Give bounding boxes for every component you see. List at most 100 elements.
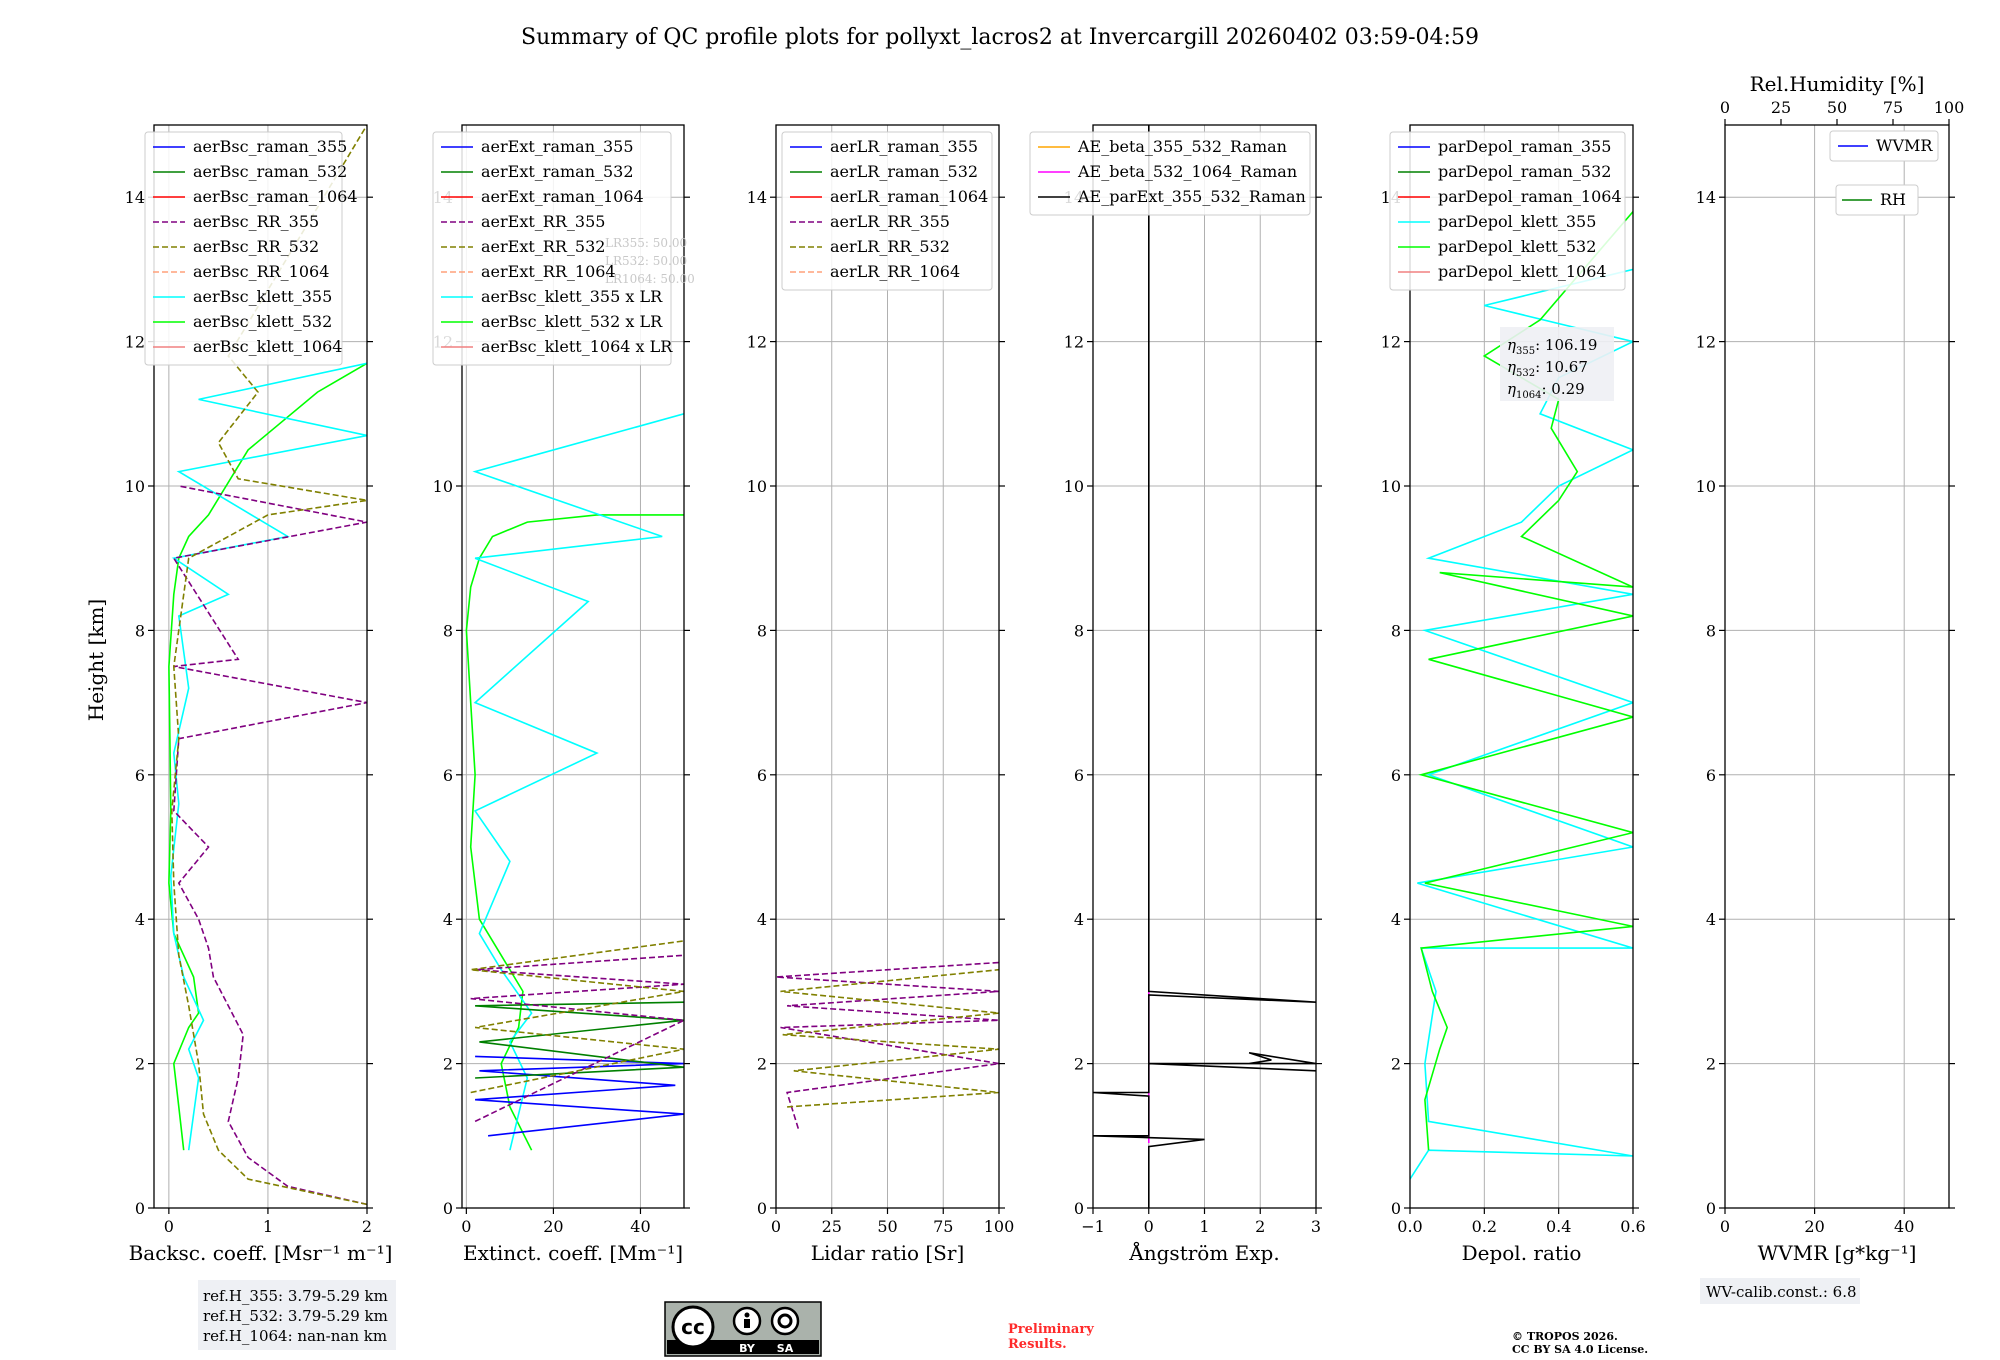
y-tick-label: 6 xyxy=(1391,766,1401,785)
top-x-tick-label: 0 xyxy=(1720,98,1730,117)
y-tick-label: 2 xyxy=(1706,1055,1716,1074)
y-tick-label: 6 xyxy=(1074,766,1084,785)
y-tick-label: 10 xyxy=(1064,477,1084,496)
legend-label: AE_beta_532_1064_Raman xyxy=(1077,162,1297,181)
series-group xyxy=(1093,125,1316,1208)
series-aerBsc_klett_532 x LR xyxy=(465,514,684,1151)
sa-arrow xyxy=(777,1313,793,1329)
series-aerLR_RR_355 xyxy=(776,961,999,1129)
legend-label: aerExt_raman_1064 xyxy=(481,187,644,206)
x-tick-label: 0 xyxy=(461,1217,471,1236)
legend-label: aerExt_raman_355 xyxy=(481,137,634,156)
y-tick-label: 6 xyxy=(135,766,145,785)
legend-label: parDepol_klett_532 xyxy=(1438,237,1596,256)
legend: aerBsc_raman_355 aerBsc_raman_532 aerBsc_r… xyxy=(144,131,358,366)
axes-frame xyxy=(461,124,685,1209)
y-tick-label: 8 xyxy=(135,621,145,640)
legend-label: aerExt_raman_532 xyxy=(481,162,634,181)
y-tick-label: 12 xyxy=(747,333,767,352)
legend-label: aerBsc_RR_355 xyxy=(193,212,319,231)
legend-label: AE_parExt_355_532_Raman xyxy=(1077,187,1306,206)
legend-label: aerBsc_klett_1064 x LR xyxy=(481,337,673,356)
y-tick-label: 2 xyxy=(757,1055,767,1074)
legend-label: parDepol_raman_532 xyxy=(1438,162,1611,181)
y-tick-label: 12 xyxy=(125,333,145,352)
x-tick-label: 25 xyxy=(822,1217,842,1236)
x-axis-label: Depol. ratio xyxy=(1462,1241,1582,1265)
y-tick-label: 12 xyxy=(1064,333,1084,352)
y-tick-label: 8 xyxy=(1391,621,1401,640)
y-axis-label: Height [km] xyxy=(84,599,108,721)
series-aerBsc_RR_355 xyxy=(172,485,367,1206)
y-tick-label: 14 xyxy=(125,188,145,207)
legend-label: aerBsc_RR_1064 xyxy=(193,262,329,281)
y-tick-label: 6 xyxy=(757,766,767,785)
cc-text: cc xyxy=(681,1315,705,1339)
y-tick-label: 4 xyxy=(1706,910,1716,929)
series-aerBsc_RR_532 xyxy=(170,125,367,1206)
series-aerExt_raman_532 xyxy=(475,1001,684,1079)
series-aerBsc_klett_532 xyxy=(168,362,367,1151)
y-tick-label: 0 xyxy=(757,1199,767,1218)
legend-label: aerLR_RR_355 xyxy=(830,212,950,231)
legend: aerExt_raman_355 aerExt_raman_532 aerExt_r… xyxy=(432,131,673,366)
panel-extinction: 0204002468101214Extinct. coeff. [Mm⁻¹]ae… xyxy=(432,124,695,1265)
panel-depolarization: 0.00.20.40.602468101214Depol. ratioparDe… xyxy=(1381,124,1646,1265)
series-parDepol_klett_355 xyxy=(1410,268,1633,1180)
y-tick-label: 2 xyxy=(443,1055,453,1074)
legend-label: aerBsc_RR_532 xyxy=(193,237,319,256)
by-person-head xyxy=(744,1312,750,1318)
y-tick-label: 2 xyxy=(1074,1055,1084,1074)
refh-532: ref.H_532: 3.79-5.29 km xyxy=(203,1307,388,1325)
x-tick-label: 75 xyxy=(933,1217,953,1236)
top-x-tick-label: 25 xyxy=(1771,98,1791,117)
y-tick-label: 8 xyxy=(1074,621,1084,640)
legend-label: aerLR_raman_532 xyxy=(830,162,978,181)
x-tick-label: 0 xyxy=(1720,1217,1730,1236)
eta-line: η355: 106.19 xyxy=(1507,336,1597,357)
y-tick-label: 0 xyxy=(1074,1199,1084,1218)
eta-line: η1064: 0.29 xyxy=(1507,380,1585,401)
x-axis-label: WVMR [g*kg⁻¹] xyxy=(1758,1241,1917,1265)
series-AE_parExt_355_532_Raman xyxy=(1093,125,1316,1208)
legend-rh: RH xyxy=(1835,184,1919,216)
x-tick-label: 20 xyxy=(1804,1217,1824,1236)
refh-box-bg xyxy=(198,1280,396,1350)
y-tick-label: 4 xyxy=(135,910,145,929)
legend-label: parDepol_raman_355 xyxy=(1438,137,1611,156)
legend-frame xyxy=(1835,184,1919,216)
x-tick-label: 2 xyxy=(362,1217,372,1236)
wv-calib-bg xyxy=(1700,1278,1860,1304)
y-tick-label: 2 xyxy=(135,1055,145,1074)
sa-text: SA xyxy=(777,1342,794,1355)
y-tick-label: 10 xyxy=(433,477,453,496)
preliminary-line2: Results. xyxy=(1008,1337,1067,1352)
top-x-tick-label: 75 xyxy=(1883,98,1903,117)
x-tick-label: 20 xyxy=(543,1217,563,1236)
legend-label: aerBsc_klett_532 xyxy=(193,312,332,331)
legend-label: parDepol_klett_1064 xyxy=(1438,262,1607,281)
x-tick-label: 0.4 xyxy=(1546,1217,1571,1236)
y-tick-label: 0 xyxy=(443,1199,453,1218)
series-group xyxy=(465,413,684,1151)
x-axis-label: Backsc. coeff. [Msr⁻¹ m⁻¹] xyxy=(129,1241,393,1265)
legend-label: aerBsc_klett_1064 xyxy=(193,337,342,356)
legend-label: aerBsc_klett_355 x LR xyxy=(481,287,663,306)
legend-frame xyxy=(781,131,993,291)
y-tick-label: 14 xyxy=(1696,188,1716,207)
x-tick-label: 3 xyxy=(1311,1217,1321,1236)
legend-frame xyxy=(1389,131,1626,291)
series-group xyxy=(168,125,367,1206)
legend-label: WVMR xyxy=(1876,136,1933,155)
wv-calib-box: WV-calib.const.: 6.8 xyxy=(1700,1278,1860,1304)
legend-label: aerBsc_raman_1064 xyxy=(193,187,358,206)
legend-frame xyxy=(432,131,672,366)
series-group xyxy=(1410,211,1633,1180)
y-tick-label: 10 xyxy=(1696,477,1716,496)
x-tick-label: 1 xyxy=(263,1217,273,1236)
copyright-line1: © TROPOS 2026. xyxy=(1512,1330,1618,1343)
axes-frame xyxy=(153,124,368,1209)
y-tick-label: 10 xyxy=(125,477,145,496)
y-tick-label: 0 xyxy=(1391,1199,1401,1218)
